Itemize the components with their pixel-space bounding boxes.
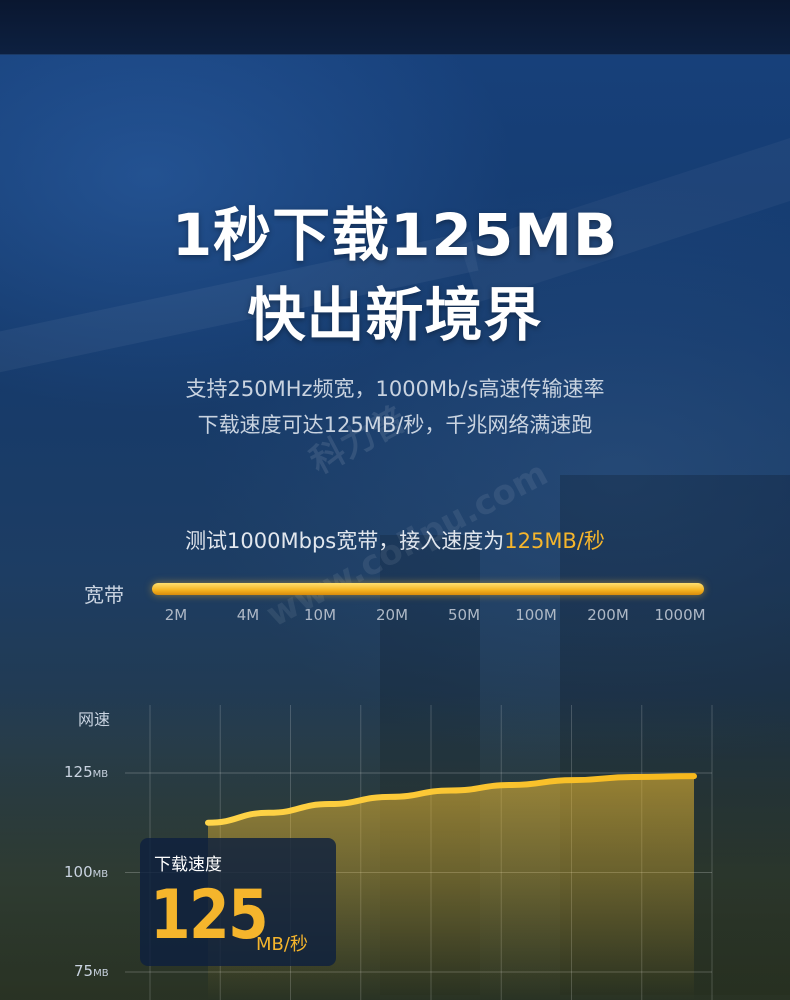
speed-card: 下载速度 125 MB/秒 [140, 838, 336, 966]
speed-axis-label: 网速 [78, 710, 111, 729]
bandwidth-tick: 200M [587, 606, 629, 624]
bandwidth-tick: 50M [447, 606, 481, 624]
bandwidth-tick: 100M [515, 606, 557, 624]
bandwidth-tick: 4M [236, 606, 260, 624]
test-statement-prefix: 测试1000Mbps宽带，接入速度为 [185, 529, 505, 553]
bandwidth-tick: 1000M [654, 606, 706, 624]
headline-line-2: 快出新境界 [247, 281, 543, 349]
speed-line [205, 773, 697, 826]
test-statement-highlight: 125MB/秒 [504, 529, 605, 553]
description-line-1: 支持250MHz频宽，1000Mb/s高速传输速率 [185, 377, 605, 401]
y-axis-tick: 100MB [64, 862, 109, 881]
bandwidth-tick: 10M [303, 606, 337, 624]
bandwidth-label: 宽带 [84, 583, 124, 607]
bandwidth-tick: 2M [164, 606, 188, 624]
bandwidth-tick: 20M [375, 606, 409, 624]
speed-card-label: 下载速度 [154, 855, 222, 875]
description-line-2: 下载速度可达125MB/秒，千兆网络满速跑 [197, 413, 593, 437]
speed-card-unit: MB/秒 [256, 934, 308, 955]
y-axis-tick: 75MB [74, 962, 109, 980]
test-statement: 测试1000Mbps宽带，接入速度为125MB/秒 [0, 525, 790, 555]
top-banner-strip [0, 0, 790, 55]
headline-line-1: 1秒下载125MB [171, 201, 619, 269]
speed-card-value: 125 [150, 876, 269, 955]
bandwidth-ticks: 2M 4M 10M 20M 50M 100M 200M 1000M [0, 606, 790, 628]
bandwidth-bar [152, 583, 704, 595]
y-axis-tick: 125MB [64, 763, 109, 781]
